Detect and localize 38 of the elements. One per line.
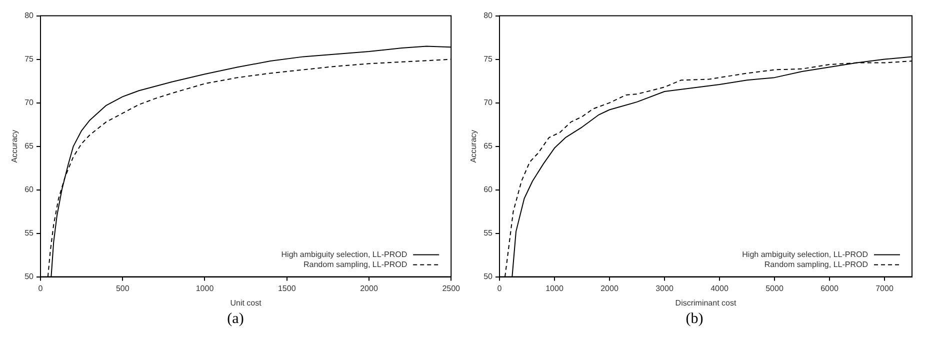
y-tick-label: 60 xyxy=(484,185,494,194)
x-tick-label: 2500 xyxy=(442,284,461,293)
y-axis-title: Accuracy xyxy=(10,130,20,163)
y-tick-label: 60 xyxy=(24,185,34,194)
y-tick-label: 55 xyxy=(24,228,34,238)
text: (b) xyxy=(684,310,704,328)
x-tick-label: 500 xyxy=(116,284,130,293)
x-tick-label: 0 xyxy=(38,284,44,293)
x-tick-label: 4000 xyxy=(710,284,729,293)
x-tick-label: 1500 xyxy=(278,284,296,293)
y-tick-label: 50 xyxy=(24,272,34,282)
legend-label: High ambiguity selection, LL-PROD xyxy=(281,250,408,260)
x-tick-label: 6000 xyxy=(820,284,839,293)
x-tick-label: 3000 xyxy=(656,284,674,293)
x-tick-label: 7000 xyxy=(876,284,894,293)
y-tick-label: 50 xyxy=(484,272,494,282)
y-tick-label: 65 xyxy=(484,142,494,151)
y-tick-label: 75 xyxy=(484,54,494,64)
text: (a) xyxy=(226,310,245,328)
legend-label: Random sampling, LL-PROD xyxy=(764,260,868,270)
legend-label: Random sampling, LL-PROD xyxy=(303,260,408,270)
legend-label: High ambiguity selection, LL-PROD xyxy=(742,250,868,260)
x-tick-label: 2000 xyxy=(600,284,619,293)
x-tick-label: 5000 xyxy=(766,284,784,293)
y-tick-label: 75 xyxy=(24,54,34,64)
x-tick-label: 1000 xyxy=(546,284,564,293)
y-tick-label: 80 xyxy=(484,11,494,20)
x-axis-title: Unit cost xyxy=(230,298,262,308)
y-tick-label: 55 xyxy=(484,228,494,238)
y-tick-label: 65 xyxy=(24,142,34,151)
x-tick-label: 0 xyxy=(497,284,502,293)
y-tick-label: 80 xyxy=(24,11,34,20)
y-tick-label: 70 xyxy=(484,98,494,108)
x-tick-label: 1000 xyxy=(196,284,214,293)
x-axis-title: Discriminant cost xyxy=(675,298,737,308)
y-tick-label: 70 xyxy=(24,98,34,108)
y-axis-title: Accuracy xyxy=(469,130,478,163)
x-tick-label: 2000 xyxy=(360,284,378,293)
